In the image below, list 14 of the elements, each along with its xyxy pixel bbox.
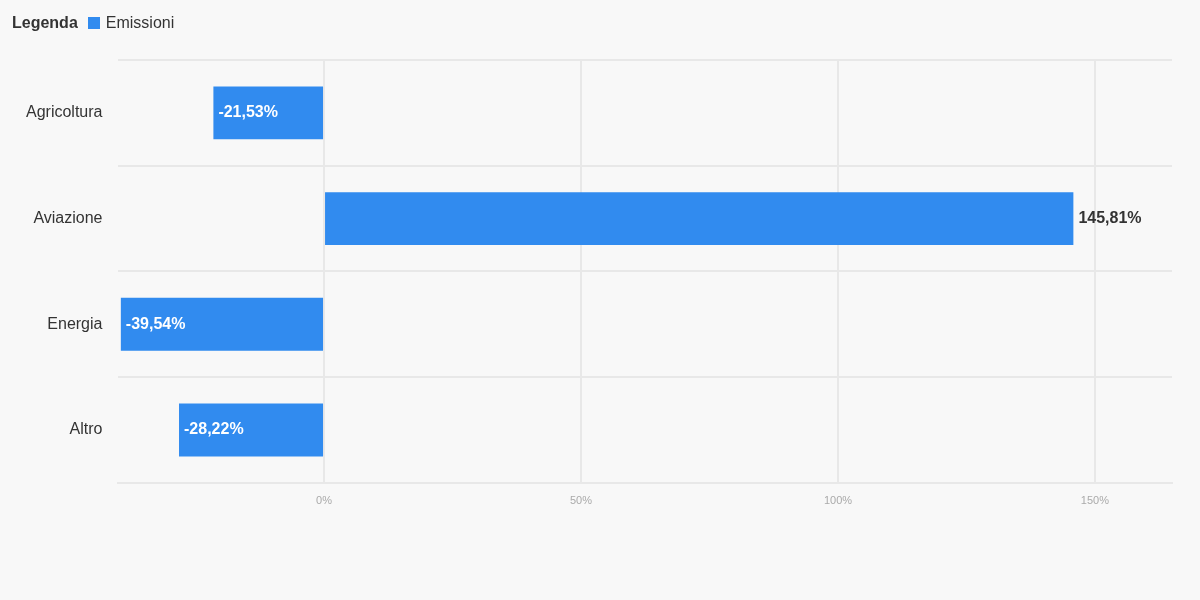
data-label: 145,81% xyxy=(1078,208,1142,226)
legend-title: Legenda xyxy=(12,14,78,32)
x-tick-label: 100% xyxy=(823,494,853,507)
y-tick-label: Agricoltura xyxy=(25,103,103,121)
y-tick-label: Energia xyxy=(47,314,103,332)
data-label: -21,53% xyxy=(218,103,278,121)
data-label: -28,22% xyxy=(184,420,244,438)
data-label: -39,54% xyxy=(125,314,186,332)
x-tick-label: 150% xyxy=(1080,494,1110,507)
y-tick-label: Aviazione xyxy=(33,208,103,226)
legend-label: Emissioni xyxy=(105,14,175,32)
x-tick-label: 0% xyxy=(316,494,333,507)
x-tick-label: 50% xyxy=(569,494,593,507)
y-tick-label: Altro xyxy=(69,420,103,438)
